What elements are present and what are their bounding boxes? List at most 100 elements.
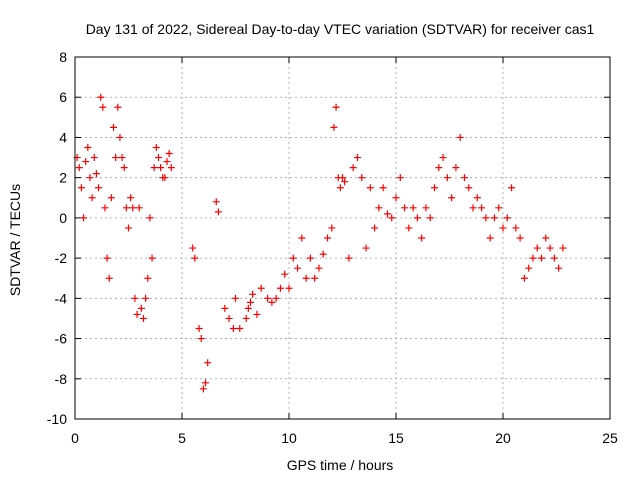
data-point (95, 184, 103, 192)
data-point (330, 123, 338, 131)
data-point (191, 254, 199, 262)
y-tick-label: 2 (59, 170, 67, 186)
data-point (165, 150, 173, 158)
data-point (82, 158, 90, 166)
data-point (349, 164, 357, 172)
grid-lines (75, 57, 610, 419)
data-point (315, 264, 323, 272)
data-point (460, 174, 468, 182)
data-point (86, 174, 94, 182)
data-point (396, 174, 404, 182)
data-point (80, 214, 88, 222)
y-tick-label: -6 (55, 331, 68, 347)
data-point (148, 254, 156, 262)
data-point (214, 208, 222, 216)
data-point (452, 164, 460, 172)
data-point (212, 198, 220, 206)
data-point (229, 325, 237, 332)
y-tick-label: 0 (59, 210, 67, 226)
data-point (197, 335, 205, 343)
data-point (371, 224, 379, 232)
data-point (253, 310, 261, 318)
x-tick-label: 10 (281, 430, 297, 446)
data-point (107, 194, 115, 202)
data-point (478, 204, 486, 212)
data-point (152, 144, 160, 151)
data-point (268, 298, 276, 306)
data-point (167, 164, 175, 172)
data-point (77, 184, 85, 192)
y-tick-label: -8 (55, 371, 68, 387)
data-point (189, 244, 197, 252)
data-point (499, 224, 507, 232)
data-point (448, 194, 456, 202)
data-point (75, 164, 83, 172)
data-point (375, 204, 383, 212)
data-point (84, 144, 92, 151)
data-point (101, 204, 109, 212)
data-point (546, 244, 554, 252)
x-axis-label: GPS time / hours (287, 457, 394, 473)
data-point (249, 290, 257, 298)
data-point (272, 294, 280, 302)
data-point (473, 194, 481, 202)
y-tick-label: -10 (47, 411, 67, 427)
data-point (257, 284, 265, 292)
data-point (339, 174, 346, 182)
data-point (495, 204, 503, 212)
data-point (353, 154, 361, 162)
data-point (456, 133, 464, 141)
x-tick-label: 5 (178, 430, 186, 446)
data-point (242, 314, 250, 322)
data-point (431, 184, 439, 192)
data-point (383, 210, 391, 218)
data-point (199, 385, 207, 393)
data-point (120, 164, 128, 172)
data-point (125, 224, 132, 232)
data-point (133, 310, 141, 318)
data-point (516, 234, 524, 242)
data-point (525, 264, 533, 272)
x-tick-label: 20 (495, 430, 511, 446)
data-point (443, 174, 451, 182)
data-point (202, 379, 210, 387)
data-point (469, 204, 477, 212)
data-point (311, 274, 319, 282)
data-point (405, 224, 413, 232)
data-point (97, 93, 105, 101)
y-axis-label: SDTVAR / TECUs (7, 184, 23, 296)
data-point (281, 270, 289, 278)
data-point (302, 274, 310, 282)
data-point (401, 204, 409, 212)
data-point (409, 204, 417, 212)
data-point (127, 194, 135, 202)
data-point (418, 234, 426, 242)
data-point (99, 103, 107, 111)
data-point (195, 325, 203, 332)
data-point (294, 264, 302, 272)
data-point (244, 304, 252, 312)
data-point (114, 103, 122, 111)
data-point (116, 133, 124, 141)
data-point (550, 254, 558, 262)
x-tick-label: 25 (602, 430, 618, 446)
data-point (110, 123, 118, 131)
data-point (413, 214, 421, 222)
axis-ticks (74, 56, 611, 420)
data-points (73, 93, 567, 393)
data-point (392, 194, 400, 202)
data-point (555, 264, 563, 272)
data-point (306, 254, 314, 262)
y-tick-label: 4 (59, 129, 67, 145)
data-point (150, 164, 158, 172)
data-point (388, 214, 396, 222)
data-point (486, 234, 494, 242)
data-point (503, 214, 511, 222)
x-tick-label: 0 (71, 430, 79, 446)
data-point (163, 158, 171, 166)
data-point (135, 204, 143, 212)
data-point (142, 294, 150, 302)
data-point (520, 274, 528, 282)
data-point (439, 154, 447, 162)
